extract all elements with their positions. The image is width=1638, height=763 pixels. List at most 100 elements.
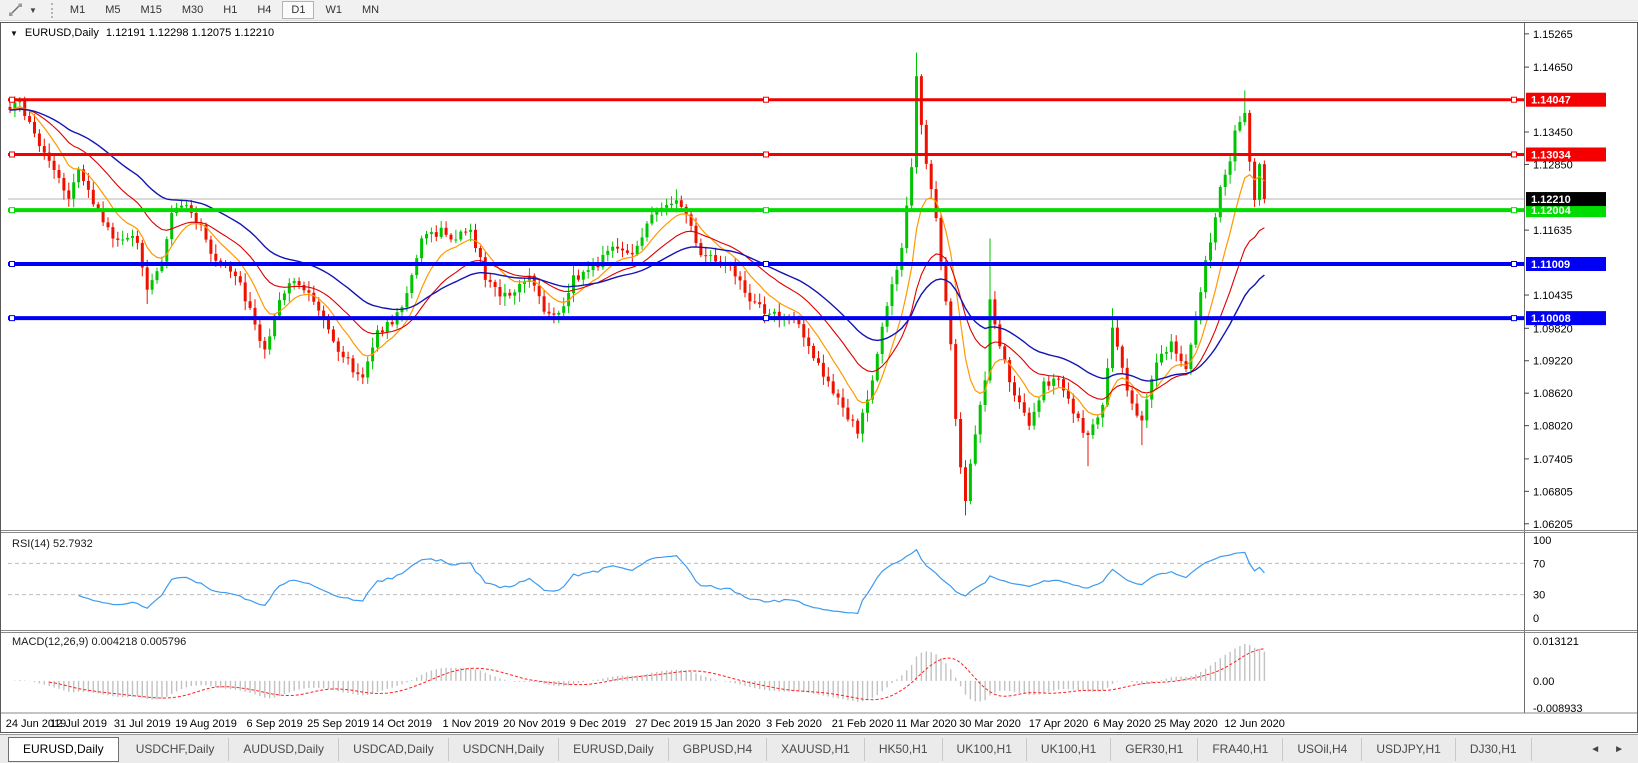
chart-tab-11-ger30-h1[interactable]: GER30,H1	[1111, 737, 1199, 761]
date-axis-label: 20 Nov 2019	[503, 718, 565, 730]
chart-tab-9-uk100-h1[interactable]: UK100,H1	[943, 737, 1027, 761]
chart-tab-4-usdcnh-daily[interactable]: USDCNH,Daily	[449, 737, 560, 761]
current-price-label: 1.12210	[1531, 194, 1571, 206]
candlestick-series	[8, 52, 1266, 516]
price-line-label: 1.14047	[1531, 95, 1571, 107]
symbol-collapse-icon[interactable]: ▼	[10, 28, 18, 38]
macd-histogram	[14, 643, 1266, 702]
chart-canvas[interactable]: 1.15265 1.14650 1.13450 1.12850 1.11635 1.104…	[0, 22, 1638, 733]
price-axis-tick-label: 1.08020	[1533, 421, 1573, 433]
date-axis-label: 3 Feb 2020	[766, 718, 822, 730]
price-line-label: 1.12004	[1531, 205, 1572, 217]
ma-fast-line	[9, 106, 1265, 416]
price-axis-tick-label: 1.11635	[1533, 225, 1572, 237]
timeframe-toolbar: ▼ M1 M5 M15 M30 H1 H4 D1 W1 MN	[0, 0, 1638, 21]
date-axis-label: 19 Aug 2019	[175, 718, 237, 730]
rsi-axis-label: 100	[1533, 535, 1551, 547]
main-price-panel	[8, 52, 1524, 516]
timeframe-button-m5[interactable]: M5	[105, 4, 121, 16]
price-axis-tick-label: 1.14650	[1533, 62, 1573, 74]
date-axis-label: 6 May 2020	[1094, 718, 1151, 730]
date-axis-label: 11 Mar 2020	[896, 718, 957, 730]
date-axis-label: 6 Sep 2019	[246, 718, 302, 730]
macd-signal-line	[49, 648, 1265, 701]
toolbar-grip	[50, 2, 53, 18]
price-axis-tick-label: 1.15265	[1533, 29, 1573, 41]
timeframe-buttons: M1 M5 M15 M30 H1 H4 D1 W1 MN	[61, 1, 388, 19]
macd-axis-label: 0.00	[1533, 676, 1554, 688]
chart-ohlc-values: 1.12191 1.12298 1.12075 1.12210	[105, 27, 275, 39]
price-axis-tick-label: 1.13450	[1533, 127, 1573, 139]
date-axis-label: 17 Apr 2020	[1029, 718, 1088, 730]
tab-scroll-arrows: ◄ ►	[1590, 744, 1624, 755]
rsi-line	[78, 548, 1265, 615]
timeframe-button-d1[interactable]: D1	[282, 1, 315, 19]
chevron-down-icon[interactable]: ▼	[29, 5, 37, 15]
date-axis-label: 30 Mar 2020	[959, 718, 1021, 730]
price-axis-tick-label: 1.06805	[1533, 486, 1573, 498]
macd-axis-label: -0.008933	[1533, 703, 1583, 715]
macd-axis-label: 0.013121	[1533, 636, 1579, 648]
panel-separators	[0, 530, 1638, 714]
chart-tab-3-usdcad-daily[interactable]: USDCAD,Daily	[339, 737, 449, 761]
chart-symbol-label: EURUSD,Daily	[24, 27, 99, 39]
date-axis-label: 12 Jun 2020	[1224, 718, 1285, 730]
timeframe-button-m1[interactable]: M1	[69, 4, 86, 16]
chart-window: ▼ EURUSD,Daily 1.12191 1.12298 1.12075 1…	[0, 22, 1638, 733]
timeframe-button-h4[interactable]: H4	[257, 4, 272, 16]
horizontal-price-lines[interactable]	[8, 96, 1524, 322]
chart-tab-6-gbpusd-h4[interactable]: GBPUSD,H4	[669, 737, 768, 761]
chart-tab-7-xauusd-h1[interactable]: XAUUSD,H1	[767, 737, 865, 761]
chart-tab-5-eurusd-daily[interactable]: EURUSD,Daily	[559, 737, 669, 761]
price-line-label: 1.13034	[1531, 149, 1572, 161]
chart-tab-15-dj30-h1[interactable]: DJ30,H1	[1456, 737, 1532, 761]
timeframe-button-mn[interactable]: MN	[361, 4, 380, 16]
price-axis[interactable]: 1.15265 1.14650 1.13450 1.12850 1.11635 1.104…	[1524, 22, 1638, 715]
timeframe-button-w1[interactable]: W1	[325, 4, 342, 16]
chart-tab-14-usdjpy-h1[interactable]: USDJPY,H1	[1362, 737, 1456, 761]
tabs-scroll-right-icon[interactable]: ►	[1614, 743, 1624, 755]
timeframe-button-m15[interactable]: M15	[140, 4, 162, 16]
price-axis-tick-label: 1.09820	[1533, 323, 1573, 335]
rsi-axis-label: 70	[1533, 558, 1545, 570]
chart-tab-1-usdchf-daily[interactable]: USDCHF,Daily	[122, 737, 230, 761]
price-axis-tick-label: 1.08620	[1533, 388, 1573, 400]
chart-tab-12-fra40-h1[interactable]: FRA40,H1	[1198, 737, 1284, 761]
date-axis-label: 9 Dec 2019	[570, 718, 626, 730]
date-axis-label: 27 Dec 2019	[635, 718, 697, 730]
rsi-axis-label: 30	[1533, 590, 1545, 602]
line-studies-glyph	[9, 3, 22, 16]
price-axis-tick-label: 1.06205	[1533, 519, 1573, 531]
chart-tab-0-eurusd-daily[interactable]: EURUSD,Daily	[8, 736, 119, 762]
chart-tab-2-audusd-daily[interactable]: AUDUSD,Daily	[229, 737, 340, 761]
tabs-scroll-left-icon[interactable]: ◄	[1590, 743, 1601, 755]
date-axis-label: 25 May 2020	[1154, 718, 1218, 730]
timeframe-button-m30[interactable]: M30	[181, 4, 204, 16]
price-axis-tick-label: 1.10435	[1533, 290, 1573, 302]
timeframe-button-h1[interactable]: H1	[223, 4, 238, 16]
rsi-label: RSI(14) 52.7932	[12, 538, 93, 550]
date-axis-label: 21 Feb 2020	[832, 718, 894, 730]
chart-tab-8-hk50-h1[interactable]: HK50,H1	[865, 737, 943, 761]
price-axis-tick-label: 1.12850	[1533, 159, 1573, 171]
date-axis-label: 15 Jan 2020	[700, 718, 761, 730]
chart-tab-10-uk100-h1[interactable]: UK100,H1	[1027, 737, 1112, 761]
line-studies-icon[interactable]: ▼	[4, 2, 41, 18]
price-line-label: 1.10008	[1531, 313, 1571, 325]
price-line-label: 1.11009	[1531, 259, 1570, 271]
chart-title-bar: ▼ EURUSD,Daily 1.12191 1.12298 1.12075 1…	[10, 27, 274, 39]
macd-label: MACD(12,26,9) 0.004218 0.005796	[12, 636, 186, 648]
date-axis-label: 12 Jul 2019	[50, 718, 107, 730]
chart-tabs: EURUSD,Daily USDCHF,Daily AUDUSD,Daily USDC…	[8, 735, 1532, 763]
price-axis-tick-label: 1.07405	[1533, 454, 1573, 466]
date-axis-label: 24 Jun 2019	[6, 718, 67, 730]
price-axis-tick-label: 1.09220	[1533, 356, 1573, 368]
date-axis-label: 25 Sep 2019	[307, 718, 369, 730]
macd-panel	[14, 643, 1266, 702]
date-axis-label: 31 Jul 2019	[114, 718, 171, 730]
rsi-axis-label: 0	[1533, 613, 1539, 625]
chart-tabs-bar: EURUSD,Daily USDCHF,Daily AUDUSD,Daily USDC…	[0, 734, 1638, 763]
chart-tab-13-usoil-h4[interactable]: USOil,H4	[1283, 737, 1363, 761]
date-axis-label: 14 Oct 2019	[372, 718, 432, 730]
